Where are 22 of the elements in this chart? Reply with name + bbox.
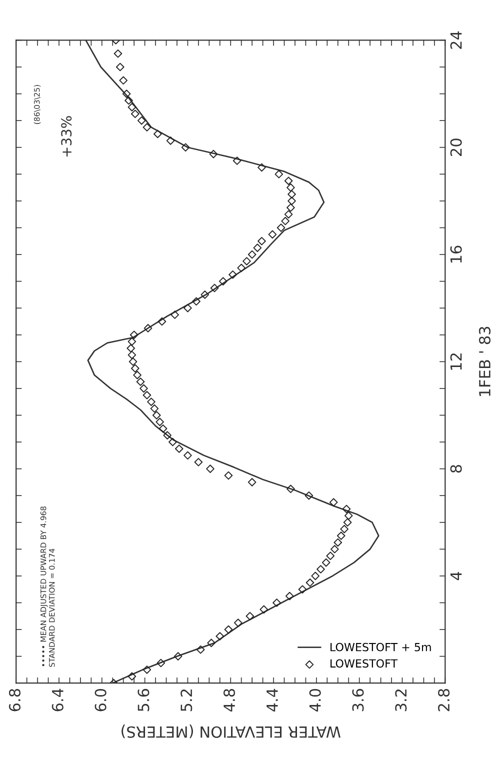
x-tick-label: 3.6 bbox=[352, 688, 364, 712]
legend-label: LOWESTOFT bbox=[330, 659, 398, 668]
x-tick-label: 3.2 bbox=[395, 689, 407, 712]
legend-label: LOWESTOFT + 5m bbox=[330, 642, 431, 652]
y-tick-label: 16 bbox=[450, 246, 462, 263]
x-tick-label: 4.8 bbox=[224, 689, 236, 712]
y-tick-label: 4 bbox=[450, 572, 462, 580]
x-tick-label: 6.4 bbox=[52, 688, 64, 712]
x-tick-label: 5.6 bbox=[138, 688, 150, 712]
x-axis-title: WATER ELEVATION (METERS) bbox=[122, 724, 340, 738]
annotation: +33% bbox=[61, 116, 72, 156]
y-tick-label: 20 bbox=[450, 138, 462, 156]
x-tick-label: 4.0 bbox=[309, 688, 321, 712]
y-tick-label: 12 bbox=[450, 353, 462, 370]
y-tick-label: 24 bbox=[450, 31, 462, 49]
x-tick-label: 2.8 bbox=[438, 689, 450, 712]
x-tick-label: 6.0 bbox=[94, 688, 106, 712]
x-tick-label: 4.4 bbox=[266, 688, 278, 712]
x-tick-label: 6.8 bbox=[8, 689, 21, 712]
x-tick-label: 5.2 bbox=[180, 689, 192, 712]
y-tick-label: 8 bbox=[450, 464, 462, 473]
y-axis-title: 1FEB ' 83 bbox=[478, 326, 491, 396]
